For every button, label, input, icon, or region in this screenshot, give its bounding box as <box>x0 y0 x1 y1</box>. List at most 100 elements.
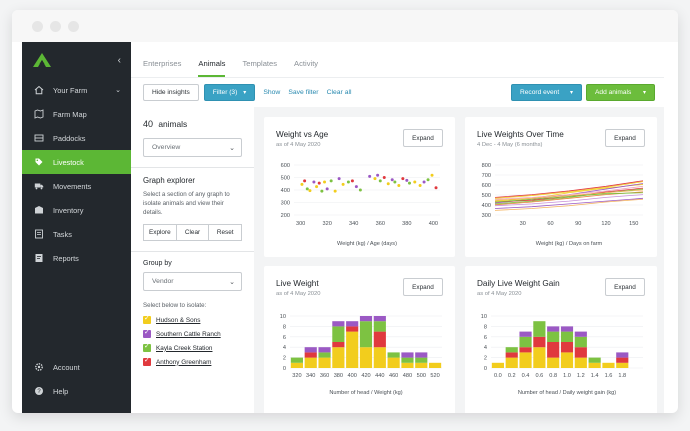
checkbox-checked-icon[interactable] <box>143 328 151 338</box>
series-line[interactable] <box>494 181 644 199</box>
sidebar-item-movements[interactable]: Movements <box>22 174 131 198</box>
daily-live-weight-gain-chart[interactable]: 10 8 6 4 2 0 0.0 0.2 0.4 0.6 0.8 1.0 1.2 1.4 1.6 1.8 Num… <box>465 266 657 413</box>
bar-segment[interactable] <box>332 347 345 368</box>
bar-segment[interactable] <box>491 362 504 368</box>
bar-segment[interactable] <box>560 342 574 353</box>
series-line[interactable] <box>494 197 644 209</box>
bar-segment[interactable] <box>318 347 331 353</box>
bar-segment[interactable] <box>373 316 386 322</box>
vendor-filter-item[interactable]: Hudson & Sons <box>143 314 242 324</box>
vendor-filter-item[interactable]: Southern Cattle Ranch <box>143 328 242 338</box>
agriwebb-logo-icon[interactable] <box>33 53 51 67</box>
clear-all-link[interactable]: Clear all <box>326 89 352 96</box>
scatter-point[interactable] <box>329 179 333 183</box>
bar-segment[interactable] <box>519 331 532 337</box>
window-close-dot[interactable] <box>32 20 43 32</box>
scatter-point[interactable] <box>382 176 386 179</box>
bar-segment[interactable] <box>602 362 615 368</box>
window-minimize-dot[interactable] <box>50 20 61 32</box>
bar-segment[interactable] <box>547 342 560 358</box>
bar-segment[interactable] <box>560 326 574 332</box>
bar-segment[interactable] <box>401 357 414 363</box>
bar-segment[interactable] <box>387 357 400 368</box>
scatter-point[interactable] <box>397 183 401 187</box>
tab-templates[interactable]: Templates <box>242 59 278 68</box>
scatter-point[interactable] <box>354 185 358 189</box>
scatter-point[interactable] <box>378 179 382 183</box>
bar-segment[interactable] <box>616 362 629 368</box>
bar-segment[interactable] <box>616 357 629 363</box>
bar-segment[interactable] <box>574 336 587 348</box>
scatter-point[interactable] <box>308 189 312 193</box>
save-filter-link[interactable]: Save filter <box>288 89 319 96</box>
sidebar-item-your-farm[interactable]: Your Farm ⌄ <box>22 78 131 102</box>
bar-segment[interactable] <box>318 357 331 368</box>
checkbox-checked-icon[interactable] <box>143 314 151 324</box>
scatter-point[interactable] <box>393 180 397 184</box>
record-event-button[interactable]: Record event ▾ <box>511 84 582 101</box>
scatter-point[interactable] <box>405 178 409 182</box>
bar-segment[interactable] <box>304 352 317 358</box>
bar-segment[interactable] <box>401 362 414 368</box>
scatter-point[interactable] <box>413 180 417 184</box>
series-line[interactable] <box>494 185 644 200</box>
scatter-point[interactable] <box>320 189 324 193</box>
bar-segment[interactable] <box>415 362 428 368</box>
series-line[interactable] <box>494 192 644 203</box>
scatter-point[interactable] <box>430 173 434 177</box>
scatter-point[interactable] <box>386 182 390 186</box>
scatter-point[interactable] <box>346 180 350 184</box>
explore-button[interactable]: Explore <box>143 224 177 241</box>
bar-segment[interactable] <box>519 352 532 368</box>
scatter-point[interactable] <box>323 180 327 184</box>
show-link[interactable]: Show <box>263 89 281 96</box>
scatter-point[interactable] <box>390 178 394 182</box>
scatter-point[interactable] <box>422 180 426 184</box>
bar-segment[interactable] <box>560 331 574 342</box>
bar-segment[interactable] <box>373 347 386 368</box>
bar-segment[interactable] <box>359 316 373 322</box>
bar-segment[interactable] <box>533 321 546 337</box>
scatter-point[interactable] <box>434 186 438 190</box>
bar-segment[interactable] <box>547 331 560 342</box>
bar-segment[interactable] <box>332 342 345 348</box>
tab-animals[interactable]: Animals <box>198 59 226 77</box>
scatter-point[interactable] <box>341 182 345 186</box>
add-animals-button[interactable]: Add animals ▾ <box>586 84 655 101</box>
vendor-filter-item[interactable]: Kayla Creek Station <box>143 342 242 352</box>
scatter-point[interactable] <box>426 178 430 182</box>
bar-segment[interactable] <box>533 336 546 348</box>
bar-segment[interactable] <box>346 326 359 332</box>
tab-enterprises[interactable]: Enterprises <box>143 59 182 68</box>
expand-button[interactable]: Expand <box>605 129 645 147</box>
sidebar-item-farm-map[interactable]: Farm Map <box>22 102 131 126</box>
scatter-point[interactable] <box>376 173 380 177</box>
scatter-point[interactable] <box>337 177 341 181</box>
bar-segment[interactable] <box>547 357 560 368</box>
bar-segment[interactable] <box>560 352 574 368</box>
bar-segment[interactable] <box>373 331 386 348</box>
series-line[interactable] <box>494 180 644 198</box>
series-line[interactable] <box>494 189 644 201</box>
group-by-select[interactable]: Vendor ⌄ <box>143 272 242 291</box>
bar-segment[interactable] <box>574 331 587 337</box>
sidebar-item-reports[interactable]: Reports <box>22 246 131 270</box>
bar-segment[interactable] <box>346 331 359 368</box>
bar-segment[interactable] <box>415 357 428 363</box>
scatter-point[interactable] <box>300 182 304 186</box>
sidebar-item-account[interactable]: Account <box>22 355 131 379</box>
reset-button[interactable]: Reset <box>209 224 243 241</box>
bar-segment[interactable] <box>519 336 532 348</box>
bar-segment[interactable] <box>616 352 629 358</box>
bar-segment[interactable] <box>387 352 400 358</box>
window-maximize-dot[interactable] <box>68 20 79 32</box>
checkbox-checked-icon[interactable] <box>143 356 151 366</box>
checkbox-checked-icon[interactable] <box>143 342 151 352</box>
scatter-point[interactable] <box>317 181 321 185</box>
series-line[interactable] <box>494 198 644 211</box>
bar-segment[interactable] <box>415 352 428 358</box>
bar-segment[interactable] <box>304 347 317 353</box>
bar-segment[interactable] <box>401 352 414 358</box>
